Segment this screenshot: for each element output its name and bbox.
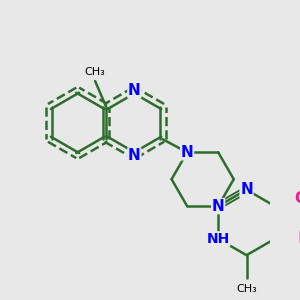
Text: N: N [181,145,194,160]
Text: N: N [128,148,141,163]
Text: CH₃: CH₃ [236,284,257,293]
Text: N: N [128,83,141,98]
Text: N: N [240,182,253,197]
Text: NH: NH [207,232,230,246]
Text: N: N [212,199,225,214]
Text: CH₃: CH₃ [85,68,106,77]
Text: O: O [294,191,300,206]
Text: F: F [297,231,300,246]
